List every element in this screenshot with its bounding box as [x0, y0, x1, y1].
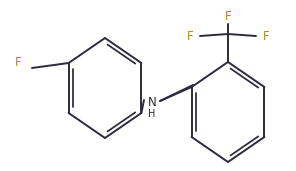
Text: H: H	[148, 109, 156, 119]
Text: F: F	[187, 30, 193, 43]
Text: F: F	[263, 30, 269, 43]
Text: F: F	[15, 56, 21, 69]
Text: N: N	[148, 96, 156, 109]
Text: F: F	[225, 10, 231, 23]
